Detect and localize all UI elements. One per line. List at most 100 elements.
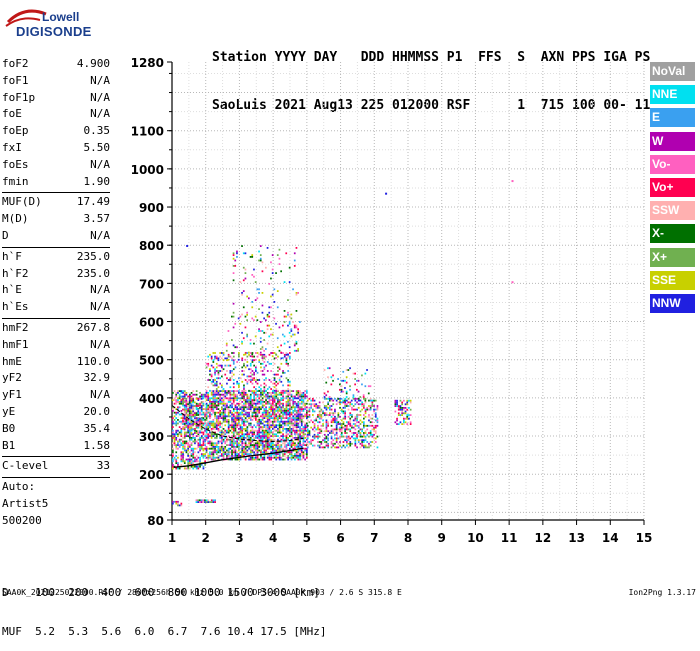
- param-name: MUF(D): [2, 195, 42, 209]
- param-row: foF2 4.900: [2, 56, 110, 73]
- x-tick-label: 7: [370, 531, 378, 545]
- x-tick-label: 6: [336, 531, 344, 545]
- param-row: M(D) 3.57: [2, 211, 110, 228]
- y-tick-label: 600: [139, 316, 164, 330]
- param-row: hmF1 N/A: [2, 337, 110, 354]
- x-tick-label: 5: [303, 531, 311, 545]
- autoscale-info: 500200: [2, 513, 42, 527]
- param-value: 4.900: [76, 57, 110, 70]
- param-row: fxI 5.50: [2, 140, 110, 157]
- virtual-height-trace: [173, 447, 304, 468]
- param-value: 32.9: [83, 371, 111, 385]
- x-tick-label: 1: [168, 531, 176, 545]
- echo-points: [172, 245, 412, 507]
- param-value: 235.0: [76, 249, 110, 263]
- isolated-echo: [511, 180, 514, 183]
- y-tick-label: 1000: [131, 163, 164, 177]
- param-value: 110.0: [76, 354, 110, 368]
- legend-entry: NNE: [650, 85, 695, 105]
- param-name: C-level: [2, 459, 49, 473]
- legend-entry: Vo+: [650, 177, 695, 197]
- x-tick-label: 9: [438, 531, 446, 545]
- y-tick-label: 80: [147, 514, 164, 528]
- param-value: N/A: [90, 107, 110, 121]
- param-name: D: [2, 228, 9, 242]
- param-value: 20.0: [83, 404, 111, 418]
- footer-version: Ion2Png 1.3.17: [628, 588, 696, 597]
- param-value: 1.90: [83, 174, 111, 188]
- param-separator: [2, 192, 110, 194]
- param-separator: [2, 246, 110, 248]
- param-name: hmF2: [2, 320, 29, 334]
- logo-line1: Lowell: [42, 10, 80, 24]
- param-row: foEp 0.35: [2, 123, 110, 140]
- param-name: h`F2: [2, 266, 29, 280]
- param-row: D N/A: [2, 228, 110, 245]
- x-tick-label: 15: [636, 531, 653, 545]
- y-tick-label: 800: [139, 239, 164, 253]
- param-row: foF1p N/A: [2, 90, 110, 107]
- legend-entry: Vo-: [650, 154, 695, 174]
- param-row: B1 1.58: [2, 438, 110, 455]
- param-value: 0.35: [83, 124, 111, 138]
- param-value: 267.8: [76, 320, 110, 334]
- param-row: C-level 33: [2, 458, 110, 475]
- param-name: foEp: [2, 124, 29, 138]
- param-value: N/A: [90, 388, 110, 402]
- param-row: fmin 1.90: [2, 174, 110, 191]
- param-row: B0 35.4: [2, 421, 110, 438]
- param-row: yE 20.0: [2, 404, 110, 421]
- x-tick-label: 4: [269, 531, 277, 545]
- param-name: fmin: [2, 174, 29, 188]
- param-name: foF1: [2, 73, 29, 87]
- param-name: yF1: [2, 388, 22, 402]
- param-value: 1.58: [83, 438, 111, 452]
- x-tick-label: 2: [202, 531, 210, 545]
- legend-entry: SSW: [650, 201, 695, 221]
- param-name: yF2: [2, 371, 22, 385]
- y-tick-label: 300: [139, 430, 164, 444]
- param-value: N/A: [90, 157, 110, 171]
- param-row: MUF(D) 17.49: [2, 194, 110, 211]
- param-name: hmF1: [2, 337, 29, 351]
- param-name: foF1p: [2, 90, 36, 104]
- y-tick-label: 1100: [131, 125, 164, 139]
- x-tick-label: 10: [467, 531, 484, 545]
- param-name: foEs: [2, 157, 29, 171]
- isolated-echo: [385, 192, 388, 195]
- x-tick-label: 14: [602, 531, 619, 545]
- legend-entry: E: [650, 108, 695, 128]
- param-row: foF1 N/A: [2, 73, 110, 90]
- param-name: h`Es: [2, 300, 29, 314]
- legend-entry: NNW: [650, 293, 695, 313]
- param-name: h`E: [2, 283, 22, 297]
- param-separator: [2, 317, 110, 319]
- profile-trace: [171, 405, 304, 442]
- logo-swoosh-icon: [5, 9, 47, 27]
- isolated-echo: [511, 281, 514, 284]
- legend-entry: X+: [650, 247, 695, 267]
- x-tick-label: 11: [501, 531, 518, 545]
- y-tick-label: 200: [139, 468, 164, 482]
- param-row: foE N/A: [2, 106, 110, 123]
- y-tick-label: 400: [139, 392, 164, 406]
- param-row: h`F2 235.0: [2, 266, 110, 283]
- param-name: B1: [2, 438, 16, 452]
- autoscale-info: Artist5: [2, 496, 49, 510]
- y-tick-label: 700: [139, 277, 164, 291]
- muf-value-row: MUF 5.2 5.3 5.6 6.0 6.7 7.6 10.4 17.5 [M…: [2, 625, 327, 638]
- polarization-legend: NoVal NNE E W Vo- Vo+ SSW X- X+ SSE NNW: [650, 62, 695, 317]
- ionogram-plot: 1 2 3 4 5 6 7 8 9 10 11 12 13 14 158020030040050060070…: [131, 56, 653, 545]
- param-value: 17.49: [76, 195, 110, 209]
- param-name: foE: [2, 107, 22, 121]
- legend-entry: X-: [650, 224, 695, 244]
- autoscale-info: Auto:: [2, 480, 36, 494]
- x-tick-label: 13: [568, 531, 585, 545]
- muf-distance-table: D 100 200 400 600 800 1000 1500 3000 [km…: [2, 560, 327, 651]
- param-value: 33: [96, 459, 110, 473]
- param-row: yF1 N/A: [2, 387, 110, 404]
- param-row: h`E N/A: [2, 282, 110, 299]
- station-header: Station YYYY DAY DDD HHMMSS P1 FFS S AXN…: [212, 18, 650, 130]
- param-row: h`F 235.0: [2, 249, 110, 266]
- param-name: h`F: [2, 249, 22, 263]
